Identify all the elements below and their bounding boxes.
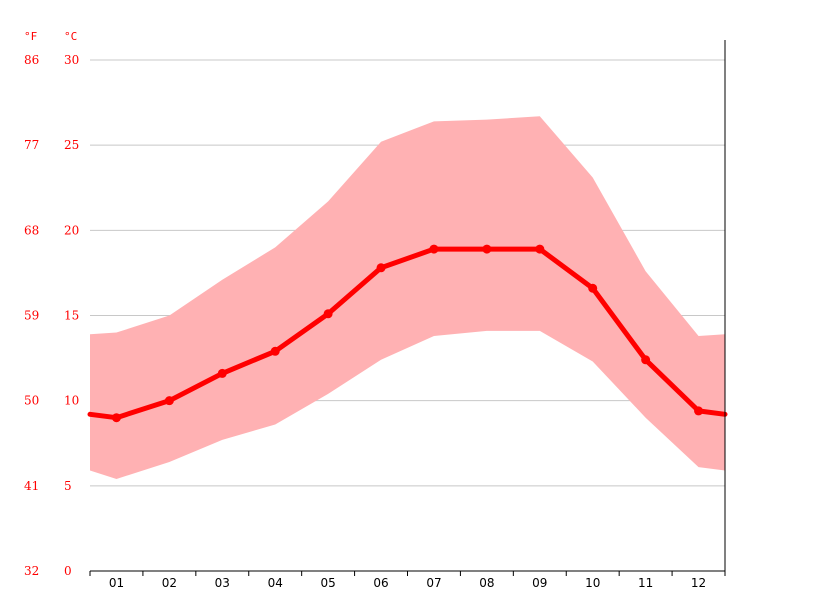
x-tick-label-11: 11: [638, 576, 653, 590]
x-tick-label-05: 05: [320, 576, 335, 590]
range-band-area: [90, 116, 725, 480]
y-tick-fahrenheit: 77: [24, 138, 39, 152]
mean-point-02: [164, 396, 174, 406]
x-tick-label-02: 02: [162, 576, 177, 590]
y-tick-fahrenheit: 68: [24, 223, 39, 237]
mean-point-06: [376, 263, 386, 273]
mean-point-05: [323, 309, 333, 319]
x-tick-label-10: 10: [585, 576, 600, 590]
mean-point-10: [588, 283, 598, 293]
mean-temperature-points: [111, 244, 704, 423]
mean-point-11: [641, 355, 651, 365]
celsius-unit-label: °C: [64, 30, 77, 43]
mean-point-01: [111, 413, 121, 423]
mean-point-09: [535, 244, 545, 254]
x-tick-label-07: 07: [426, 576, 441, 590]
x-axis-labels: 01 02 03 04 05 06 07 08 09 10 11 12: [109, 576, 706, 590]
fahrenheit-unit-label: °F: [24, 30, 37, 43]
y-tick-fahrenheit: 59: [24, 309, 39, 323]
y-tick-celsius: 15: [64, 309, 79, 323]
y-axis-labels: °F °C 32 0 41 5 50 10 59 15 68 20 77 25 86 30: [24, 30, 79, 578]
temperature-range-band: [90, 116, 725, 480]
x-tick-label-09: 09: [532, 576, 547, 590]
mean-point-04: [270, 346, 280, 356]
axes: [89, 40, 726, 576]
y-tick-celsius: 0: [64, 564, 72, 578]
y-tick-celsius: 20: [64, 223, 79, 237]
mean-point-03: [217, 368, 227, 378]
mean-line-path: [87, 246, 728, 421]
mean-point-08: [482, 244, 492, 254]
x-tick-label-12: 12: [691, 576, 706, 590]
y-tick-fahrenheit: 86: [24, 53, 39, 67]
x-tick-label-08: 08: [479, 576, 494, 590]
y-tick-fahrenheit: 41: [24, 479, 39, 493]
x-tick-label-06: 06: [373, 576, 388, 590]
x-tick-label-01: 01: [109, 576, 124, 590]
x-tick-label-03: 03: [215, 576, 230, 590]
y-tick-fahrenheit: 32: [24, 564, 39, 578]
y-tick-celsius: 5: [64, 479, 72, 493]
y-tick-celsius: 25: [64, 138, 79, 152]
mean-point-12: [694, 406, 704, 416]
x-tick-label-04: 04: [268, 576, 283, 590]
y-tick-celsius: 30: [64, 53, 79, 67]
mean-point-07: [429, 244, 439, 254]
y-tick-celsius: 10: [64, 394, 79, 408]
mean-temperature-line: [87, 246, 728, 421]
y-tick-fahrenheit: 50: [24, 394, 39, 408]
